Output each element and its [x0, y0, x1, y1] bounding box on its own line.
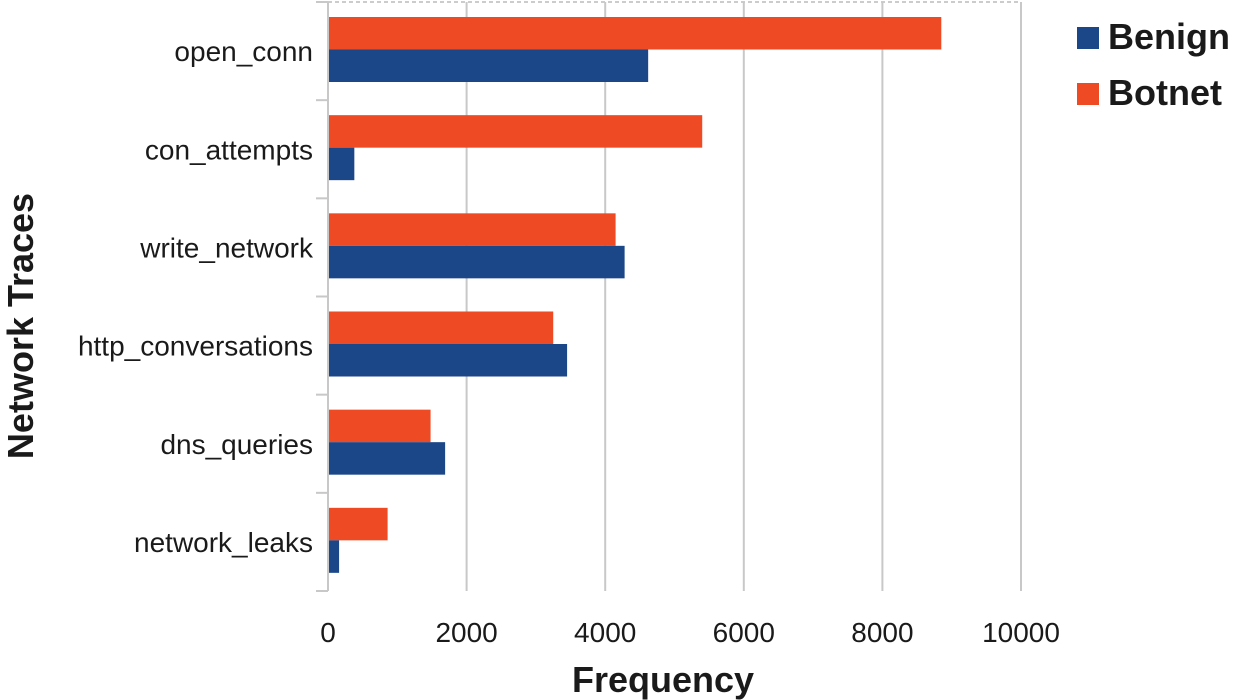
category-label: dns_queries: [160, 429, 313, 460]
bar-benign-network_leaks: [328, 540, 340, 573]
axes: [316, 1, 329, 592]
x-tick-label: 0: [320, 617, 336, 648]
y-axis-title: Network Traces: [0, 193, 41, 459]
category-labels: open_conn con_attempts write_network http_c…: [78, 36, 314, 558]
bar-benign-http_conversations: [328, 344, 568, 377]
x-tick-label: 8000: [851, 617, 913, 648]
category-label: con_attempts: [145, 134, 313, 165]
x-axis-title: Frequency: [572, 659, 754, 700]
tick-labels: 0 2000 4000 6000 8000 10000: [320, 617, 1060, 648]
legend: Benign Botnet: [1077, 16, 1230, 113]
bar-botnet-open_conn: [328, 17, 942, 50]
bar-botnet-http_conversations: [328, 311, 554, 344]
x-tick-label: 4000: [574, 617, 636, 648]
bar-benign-con_attempts: [328, 147, 355, 181]
bar-botnet-write_network: [328, 213, 616, 246]
category-label: open_conn: [174, 36, 313, 67]
bar-benign-dns_queries: [328, 442, 446, 475]
legend-swatch-botnet: [1077, 83, 1099, 105]
category-label: network_leaks: [134, 527, 313, 558]
grid-lines: [328, 1, 1022, 591]
legend-label-botnet: Botnet: [1108, 72, 1222, 113]
bar-botnet-dns_queries: [328, 409, 431, 443]
bars: [328, 17, 942, 573]
category-label: http_conversations: [78, 331, 313, 362]
x-tick-label: 2000: [435, 617, 497, 648]
legend-label-benign: Benign: [1108, 16, 1230, 57]
legend-swatch-benign: [1077, 27, 1099, 49]
bar-botnet-network_leaks: [328, 507, 388, 541]
bar-benign-write_network: [328, 245, 625, 279]
category-label: write_network: [139, 232, 314, 263]
x-tick-label: 6000: [713, 617, 775, 648]
bar-benign-open_conn: [328, 49, 649, 82]
bar-botnet-con_attempts: [328, 115, 703, 148]
x-tick-label: 10000: [982, 617, 1060, 648]
